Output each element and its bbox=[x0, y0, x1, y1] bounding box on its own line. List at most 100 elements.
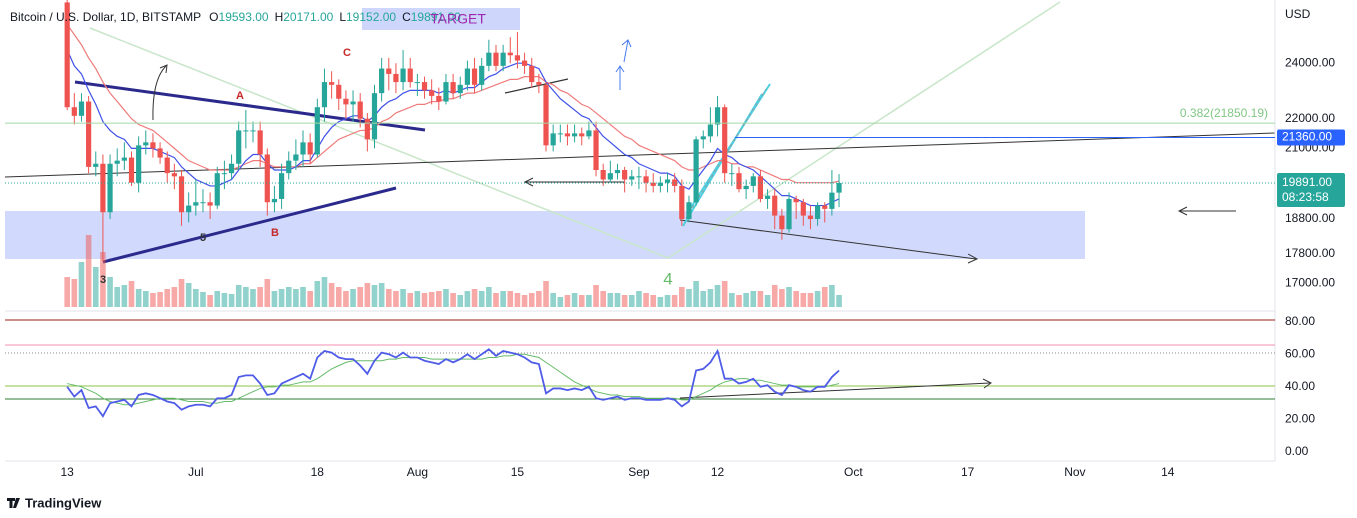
volume-bar bbox=[821, 287, 828, 307]
volume-bar bbox=[528, 293, 535, 307]
volume-bar bbox=[636, 291, 642, 307]
volume-bar bbox=[829, 285, 835, 307]
candle-body bbox=[536, 82, 542, 85]
volume-bar bbox=[414, 291, 421, 307]
candle-body bbox=[807, 215, 814, 219]
volume-bar bbox=[400, 289, 406, 307]
candle-body bbox=[86, 101, 92, 167]
candle-body bbox=[364, 118, 370, 140]
volume-bar bbox=[743, 293, 749, 307]
volume-bar bbox=[164, 289, 171, 307]
candle-body bbox=[743, 185, 749, 190]
candle-body bbox=[207, 202, 213, 206]
volume-bar bbox=[793, 291, 799, 307]
candle-body bbox=[793, 198, 799, 203]
candle-body bbox=[486, 52, 492, 66]
y-tick-label: 24000.00 bbox=[1285, 55, 1335, 69]
candle-body bbox=[664, 179, 671, 183]
volume-bar bbox=[185, 283, 192, 307]
rsi-tick-label: 80.00 bbox=[1285, 314, 1315, 328]
candle-body bbox=[379, 68, 385, 94]
candle-body bbox=[193, 202, 199, 206]
volume-bar bbox=[142, 291, 149, 307]
candle-body bbox=[257, 130, 263, 155]
ohlc-key: O bbox=[209, 10, 218, 24]
volume-bar bbox=[428, 292, 435, 307]
arrow bbox=[679, 382, 991, 399]
volume-bar bbox=[621, 295, 628, 307]
candle-body bbox=[350, 101, 356, 105]
volume-bar bbox=[307, 291, 313, 307]
logo bbox=[7, 498, 20, 508]
candle-body bbox=[529, 65, 535, 83]
trend-line bbox=[667, 1, 1061, 259]
candle-body bbox=[114, 160, 120, 164]
ohlc-value: 19593.00 bbox=[219, 10, 269, 24]
volume-bar bbox=[514, 293, 521, 307]
rsi-tick-label: 60.00 bbox=[1285, 346, 1315, 360]
candle-body bbox=[171, 173, 177, 177]
fib-label: 0.382(21850.19) bbox=[1180, 106, 1268, 120]
candle-body bbox=[736, 173, 742, 190]
candle-body bbox=[700, 136, 706, 140]
volume-bar bbox=[693, 281, 699, 307]
volume-bar bbox=[378, 283, 385, 307]
candle-body bbox=[236, 130, 242, 164]
volume-bar bbox=[814, 291, 821, 307]
candle-body bbox=[78, 101, 85, 116]
volume-bar bbox=[421, 293, 428, 307]
candle-body bbox=[393, 73, 399, 83]
volume-bar bbox=[586, 295, 592, 307]
volume-bar bbox=[121, 285, 128, 307]
candle-body bbox=[814, 205, 821, 219]
candle-body bbox=[214, 173, 220, 206]
candle-body bbox=[593, 130, 599, 171]
candle-body bbox=[157, 148, 163, 158]
rsi-tick-label: 20.00 bbox=[1285, 412, 1315, 426]
candle-body bbox=[443, 82, 449, 102]
volume-bar bbox=[686, 289, 692, 307]
candle-body bbox=[107, 163, 113, 213]
volume-bar bbox=[328, 283, 335, 307]
candle-body bbox=[464, 68, 471, 85]
wave-label: 5 bbox=[200, 232, 206, 244]
wave-label: 3 bbox=[100, 274, 106, 286]
candle-body bbox=[429, 90, 435, 96]
candle-body bbox=[457, 84, 463, 94]
candle-body bbox=[71, 107, 77, 116]
arrow-head bbox=[159, 64, 168, 74]
wave-label: A bbox=[236, 90, 244, 102]
volume-bar bbox=[478, 291, 485, 307]
candle-body bbox=[93, 163, 99, 167]
arrow-head bbox=[982, 378, 992, 389]
candle-body bbox=[650, 182, 656, 186]
candle-body bbox=[450, 82, 456, 94]
candle-body bbox=[200, 202, 206, 204]
volume-bar bbox=[628, 295, 635, 307]
volume-bar bbox=[679, 287, 685, 307]
trend-line bbox=[89, 27, 669, 259]
candle-body bbox=[371, 93, 378, 140]
volume-bar bbox=[64, 277, 70, 307]
candle-body bbox=[679, 185, 685, 219]
volume-bar bbox=[357, 287, 363, 307]
candle-body bbox=[764, 195, 771, 199]
candle-body bbox=[271, 198, 278, 203]
volume-bar bbox=[157, 292, 163, 307]
candle-body bbox=[507, 52, 513, 56]
x-tick-label: 13 bbox=[60, 465, 74, 479]
candle-body bbox=[136, 145, 142, 183]
candle-body bbox=[314, 107, 320, 155]
volume-bar bbox=[500, 291, 506, 307]
volume-bar bbox=[243, 287, 249, 307]
volume-bar bbox=[800, 293, 807, 307]
candle-body bbox=[543, 84, 549, 146]
candle-body bbox=[607, 173, 613, 180]
candle-body bbox=[657, 182, 663, 186]
volume-bar bbox=[486, 287, 492, 307]
volume-bar bbox=[721, 281, 728, 307]
volume-bar bbox=[607, 293, 614, 307]
y-tick-label: 17800.00 bbox=[1285, 246, 1335, 260]
candle-body bbox=[121, 157, 127, 161]
candle-body bbox=[264, 154, 270, 203]
